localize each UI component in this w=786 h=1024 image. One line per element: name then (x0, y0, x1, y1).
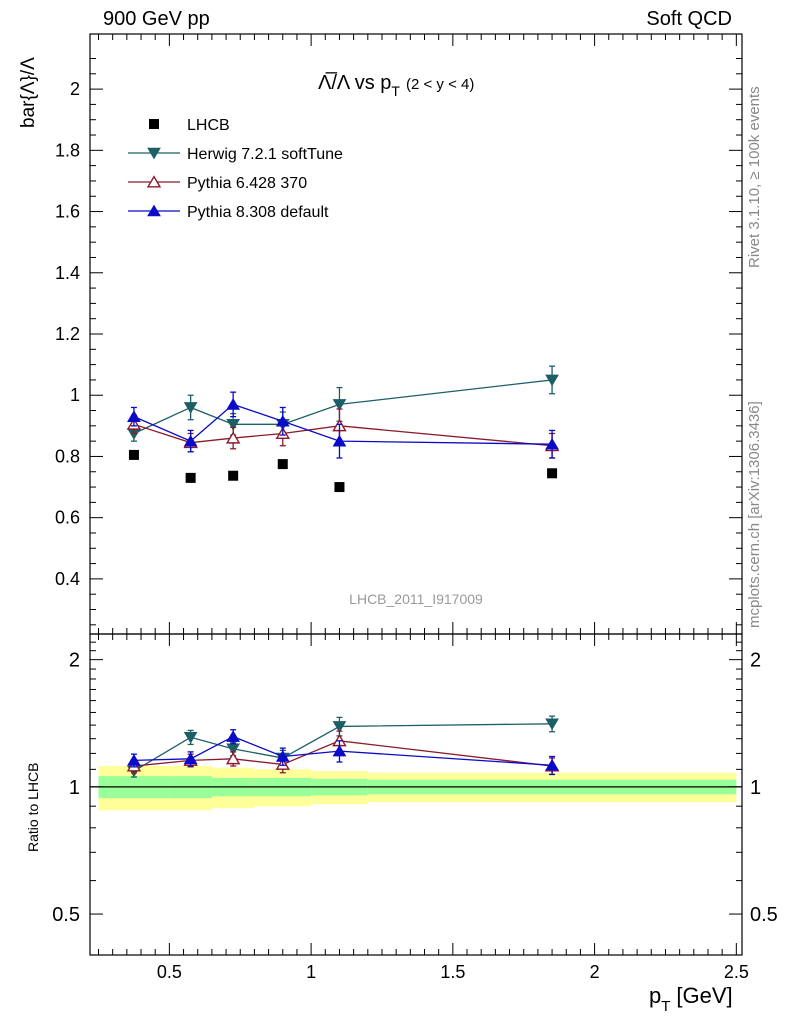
ratio-y-axis-label: Ratio to LHCB (25, 763, 41, 852)
ratio-tick-label-left: 2 (69, 650, 80, 672)
legend-label: Pythia 8.308 default (187, 204, 329, 221)
data-point (127, 754, 141, 766)
y-tick-label: 1 (70, 385, 80, 405)
data-point (183, 731, 198, 744)
data-point (183, 434, 198, 447)
data-point (332, 434, 347, 447)
legend-entry: Pythia 6.428 370 (128, 175, 307, 192)
data-point (332, 399, 347, 411)
y-tick-label: 1.4 (55, 263, 80, 283)
y-tick-label: 0.8 (55, 446, 80, 466)
data-point (334, 482, 345, 493)
series-pythia-8-308-default (127, 729, 559, 776)
y-tick-label: 1.8 (55, 140, 80, 160)
ratio-tick-label-right: 0.5 (750, 904, 778, 926)
y-tick-label: 0.4 (55, 569, 80, 589)
header-right: Soft QCD (646, 8, 732, 30)
ratio-tick-label-left: 0.5 (52, 904, 80, 926)
legend-marker (149, 119, 159, 129)
data-point (332, 721, 347, 733)
legend-label: Herwig 7.2.1 softTune (187, 146, 343, 163)
data-point (545, 758, 559, 771)
series-line (133, 740, 553, 767)
x-tick-label: 2 (590, 962, 600, 982)
y-axis-label: bar{Λ}/Λ (18, 57, 39, 128)
x-tick-label: 2.5 (724, 962, 749, 982)
data-point (277, 459, 288, 470)
series-line (133, 735, 553, 766)
legend-marker (146, 175, 162, 188)
ratio-tick-label-right: 2 (750, 650, 761, 672)
data-point (545, 374, 559, 387)
data-point (127, 410, 141, 422)
header-left: 900 GeV pp (103, 8, 210, 30)
series-pythia-6-428-370 (126, 408, 560, 459)
series-herwig-7-2-1-softtune (127, 715, 559, 778)
series-line (133, 423, 553, 447)
series-line (133, 379, 553, 435)
chart-title: Λ̅/Λ vs pT (2 < y < 4) (318, 71, 474, 99)
ratio-tick-label-right: 1 (750, 777, 761, 799)
series-lhcb (128, 449, 558, 493)
x-tick-label: 0.5 (157, 962, 182, 982)
data-point (545, 718, 559, 731)
data-point (183, 752, 198, 765)
legend-marker (147, 147, 161, 160)
x-tick-label: 1 (306, 962, 316, 982)
data-point (128, 449, 139, 460)
legend-label: LHCB (187, 117, 230, 134)
legend-entry: Pythia 8.308 default (128, 204, 329, 221)
data-point (547, 468, 558, 479)
data-point (275, 750, 290, 762)
data-point (225, 752, 241, 765)
legend-entry: LHCB (149, 117, 230, 134)
data-point (226, 419, 241, 431)
data-point (185, 472, 196, 483)
data-point (226, 398, 241, 410)
data-point (183, 402, 198, 414)
y-tick-label: 1.6 (55, 202, 80, 222)
data-point (545, 437, 559, 450)
legend-label: Pythia 6.428 370 (187, 175, 307, 192)
ratio-tick-label-left: 1 (69, 777, 80, 799)
y-tick-label: 2 (70, 79, 80, 99)
x-axis-label: pT [GeV] (649, 983, 733, 1015)
data-point (275, 414, 290, 427)
data-point (228, 470, 239, 481)
ratio-plot-frame (89, 633, 743, 956)
x-tick-label: 1.5 (440, 962, 465, 982)
y-tick-label: 1.2 (55, 324, 80, 344)
legend-marker (147, 204, 161, 217)
y-tick-label: 0.6 (55, 508, 80, 528)
watermark: LHCB_2011_I917009 (349, 591, 483, 607)
legend-entry: Herwig 7.2.1 softTune (128, 146, 343, 163)
series-line (133, 723, 553, 772)
data-point (332, 744, 347, 757)
data-point (225, 431, 241, 444)
series-pythia-8-308-default (127, 391, 559, 459)
series-line (133, 403, 553, 445)
data-point (226, 730, 241, 742)
